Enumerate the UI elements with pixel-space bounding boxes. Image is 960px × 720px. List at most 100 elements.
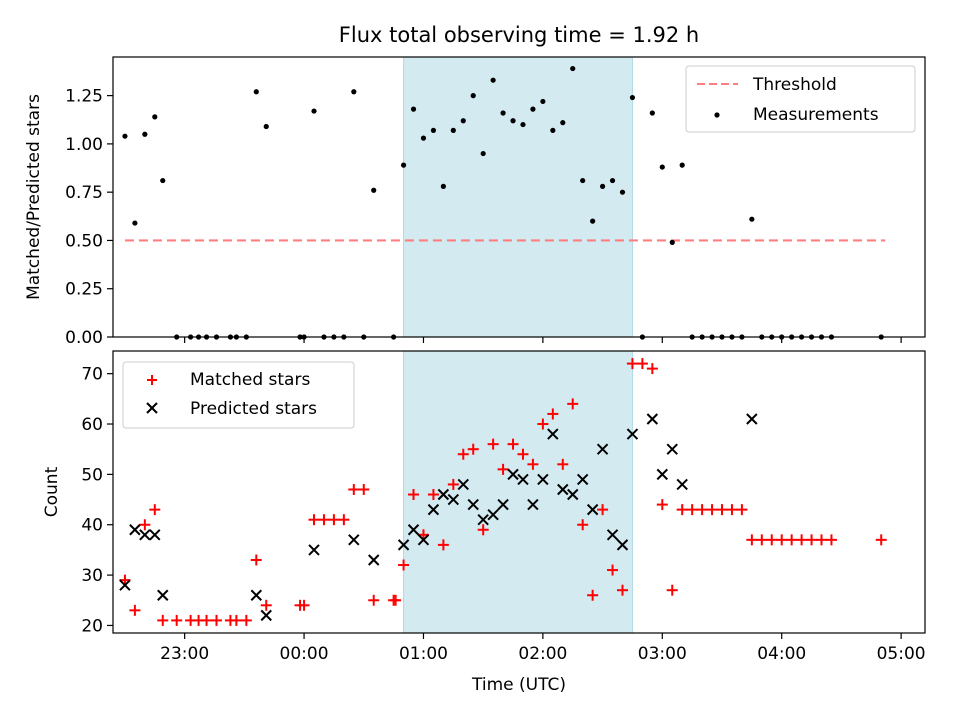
y-tick-label: 1.25 bbox=[65, 87, 103, 107]
predicted-stars-point bbox=[477, 513, 489, 526]
measurement-point bbox=[500, 110, 506, 116]
measurement-point bbox=[679, 162, 685, 168]
top-y-axis-label: Matched/Predicted stars bbox=[24, 94, 44, 300]
matched-stars-point bbox=[427, 489, 439, 501]
matched-stars-point bbox=[786, 534, 798, 546]
measurement-point bbox=[550, 127, 556, 133]
predicted-stars-point bbox=[547, 428, 559, 440]
x-tick-label: 00:00 bbox=[280, 644, 329, 664]
predicted-stars-point bbox=[437, 488, 450, 501]
measurement-point bbox=[540, 98, 546, 105]
predicted-stars-point bbox=[656, 468, 669, 481]
x-tick: 23:00 bbox=[160, 633, 209, 664]
measurement-point bbox=[152, 114, 158, 120]
y-tick: 0.00 bbox=[65, 328, 113, 348]
predicted-stars-point bbox=[517, 473, 529, 486]
measurement-point bbox=[420, 135, 427, 141]
matched-stars-point bbox=[201, 614, 213, 626]
matched-stars-point bbox=[487, 438, 499, 450]
legend-measurements-label: Measurements bbox=[753, 105, 879, 125]
measurement-point bbox=[253, 89, 259, 95]
matched-stars-point bbox=[616, 584, 628, 596]
matched-stars-point bbox=[636, 358, 648, 370]
measurement-point bbox=[160, 177, 166, 184]
matched-stars-point bbox=[706, 504, 718, 516]
measurement-point bbox=[410, 106, 417, 112]
x-axis-label: Time (UTC) bbox=[471, 675, 566, 695]
matched-stars-point bbox=[507, 438, 519, 450]
matched-stars-point bbox=[308, 514, 320, 526]
matched-stars-point bbox=[746, 534, 758, 546]
y-tick: 70 bbox=[81, 365, 113, 385]
matched-stars-point bbox=[816, 534, 828, 546]
matched-stars-point bbox=[517, 448, 529, 460]
matched-stars-point bbox=[776, 534, 788, 546]
matched-stars-point bbox=[408, 489, 420, 501]
y-tick-label: 20 bbox=[81, 616, 103, 636]
bottom-highlight-window bbox=[403, 350, 633, 634]
bottom-panel: 20 30 40 50 60 70 23:00 00:00 01:00 02:00 03:00 04… bbox=[42, 350, 926, 695]
matched-stars-point bbox=[129, 604, 141, 616]
matched-stars-point bbox=[626, 358, 638, 370]
matched-stars-point bbox=[557, 458, 569, 470]
matched-stars-point bbox=[597, 504, 609, 516]
matched-stars-point bbox=[527, 458, 539, 470]
matched-stars-point bbox=[756, 534, 768, 546]
top-plot-frame bbox=[112, 56, 926, 338]
predicted-stars-point bbox=[557, 483, 569, 496]
matched-stars-point bbox=[139, 519, 151, 531]
measurement-point bbox=[430, 127, 437, 133]
measurement-point bbox=[599, 183, 606, 189]
predicted-stars-point bbox=[407, 524, 420, 536]
matched-stars-point bbox=[796, 534, 808, 546]
matched-stars-point bbox=[457, 448, 469, 460]
legend-predicted-swatch bbox=[146, 402, 158, 414]
x-tick: 00:00 bbox=[280, 633, 329, 664]
bottom-y-axis-label: Count bbox=[42, 466, 62, 517]
measurement-point bbox=[560, 120, 566, 126]
predicted-stars-point bbox=[497, 498, 509, 511]
measurement-point bbox=[440, 183, 446, 189]
matched-stars-point bbox=[537, 418, 549, 430]
measurement-point bbox=[450, 127, 456, 133]
y-tick-label: 40 bbox=[81, 516, 103, 536]
matched-stars-point bbox=[477, 524, 489, 536]
y-tick: 40 bbox=[81, 516, 113, 536]
predicted-stars-point bbox=[149, 529, 161, 541]
matched-stars-point bbox=[577, 519, 589, 531]
measurement-point bbox=[520, 121, 526, 128]
predicted-stars-point bbox=[397, 539, 410, 551]
y-tick: 50 bbox=[81, 465, 113, 485]
matched-stars-point bbox=[736, 504, 748, 516]
matched-stars-point bbox=[726, 504, 738, 516]
y-tick: 1.25 bbox=[65, 87, 113, 107]
predicted-stars-point bbox=[308, 544, 320, 556]
predicted-stars-point bbox=[487, 508, 499, 521]
predicted-stars-point bbox=[427, 503, 440, 516]
predicted-stars-point bbox=[119, 579, 131, 591]
matched-stars-point bbox=[437, 539, 449, 551]
matched-stars-point bbox=[398, 559, 410, 571]
predicted-stars-point bbox=[368, 554, 380, 566]
y-tick: 30 bbox=[81, 566, 113, 586]
y-tick-label: 0.00 bbox=[65, 328, 103, 348]
matched-stars-point bbox=[390, 594, 402, 606]
measurement-point bbox=[510, 118, 516, 124]
matched-stars-point bbox=[348, 483, 360, 495]
matched-stars-point bbox=[716, 504, 728, 516]
top-highlight-window bbox=[403, 56, 633, 338]
matched-stars-point bbox=[686, 504, 698, 516]
legend-measurements-swatch bbox=[714, 112, 720, 118]
predicted-stars-point bbox=[157, 589, 169, 601]
measurement-point bbox=[311, 108, 317, 114]
predicted-stars-point bbox=[467, 498, 479, 511]
y-tick-label: 60 bbox=[81, 415, 103, 435]
matched-stars-point bbox=[240, 614, 252, 626]
predicted-stars-point bbox=[527, 498, 539, 511]
y-tick: 0.50 bbox=[65, 231, 113, 251]
x-tick: 02:00 bbox=[518, 633, 567, 664]
matched-stars-point bbox=[806, 534, 818, 546]
measurement-point bbox=[122, 133, 128, 139]
matched-stars-point bbox=[696, 504, 708, 516]
legend-matched-label: Matched stars bbox=[190, 370, 310, 390]
